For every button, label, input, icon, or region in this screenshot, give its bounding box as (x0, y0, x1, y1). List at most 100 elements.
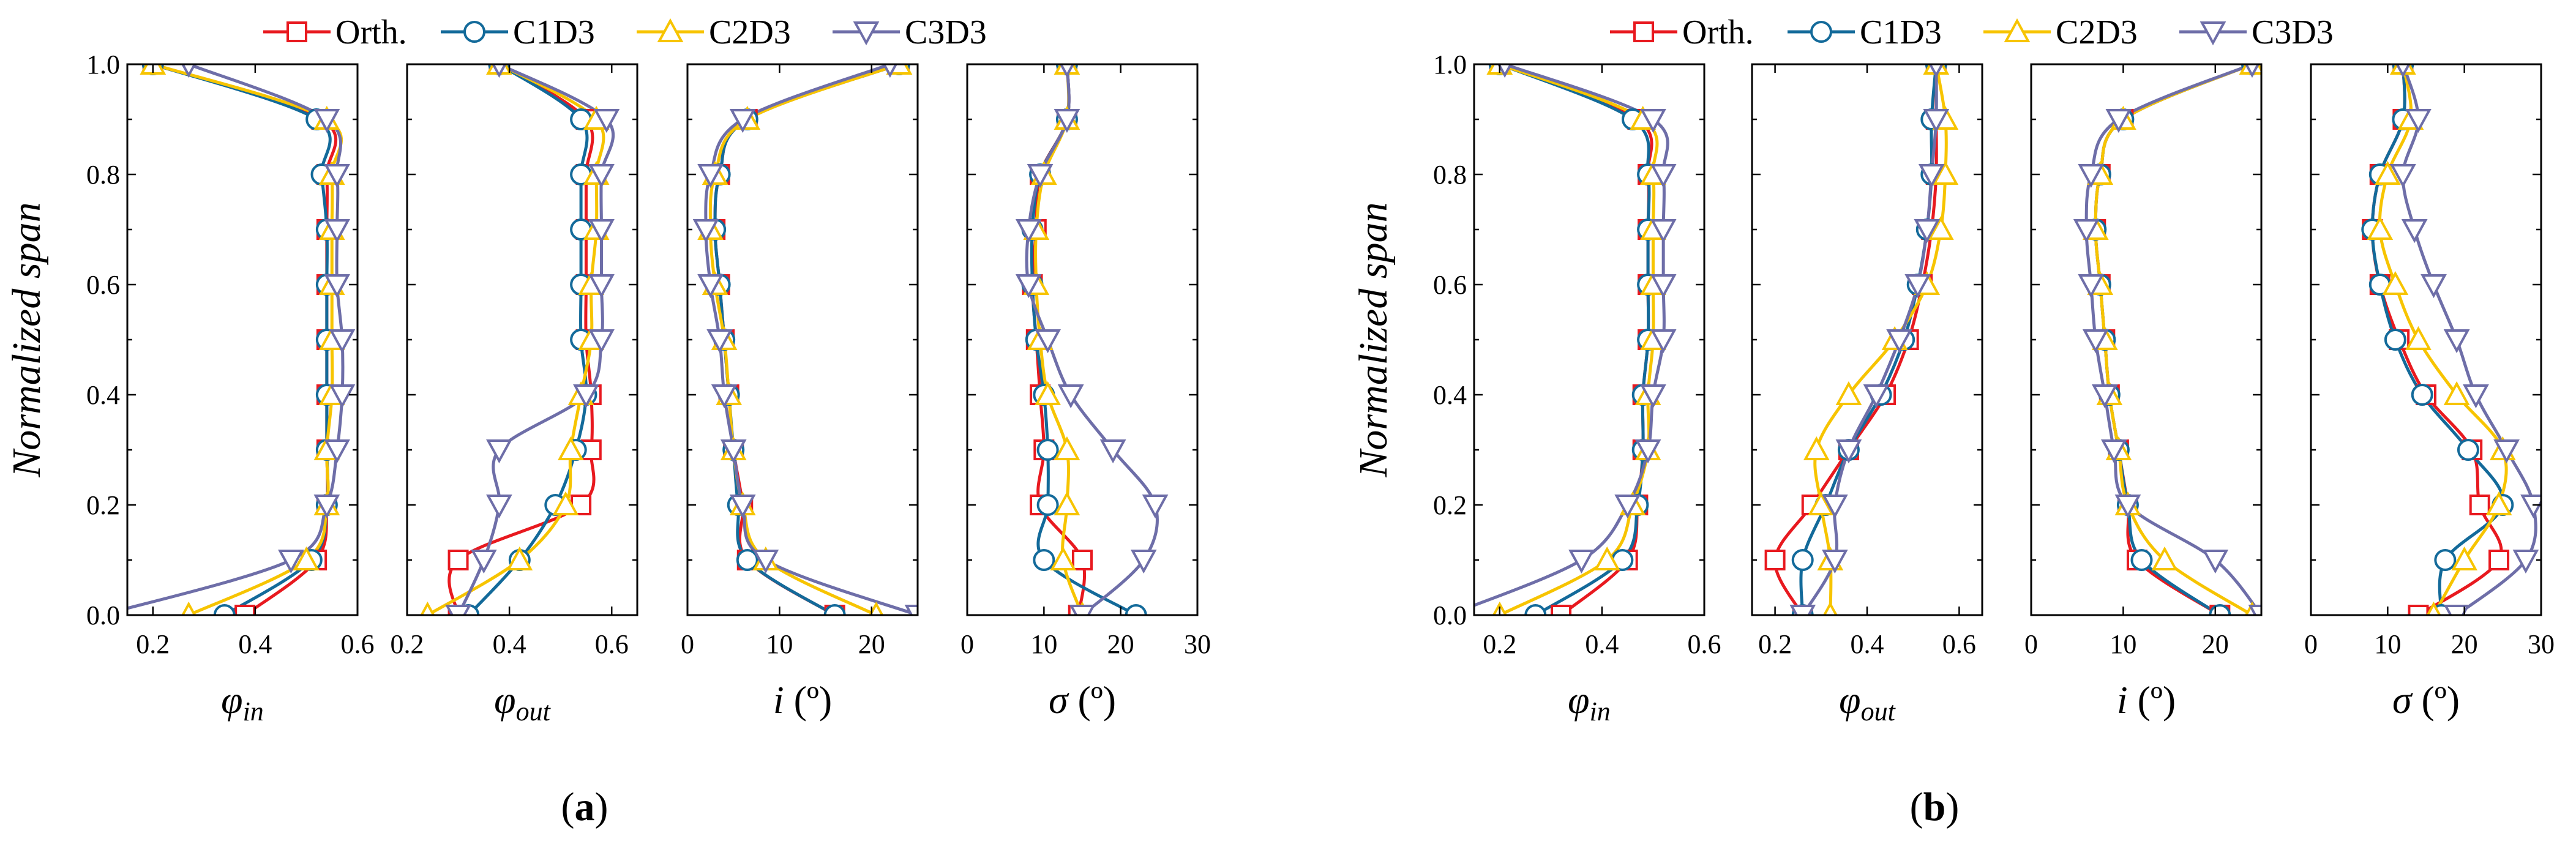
data-point-orth (2408, 605, 2429, 615)
data-point-c1d3 (2411, 384, 2433, 406)
y-tick-label: 0.8 (86, 160, 120, 190)
data-point-c1d3 (1033, 549, 1055, 571)
data-point-c2d3 (2451, 546, 2478, 570)
legend-label: Orth. (335, 13, 407, 51)
legend-label: C2D3 (2056, 13, 2138, 51)
x-tick-label: 30 (1184, 629, 1211, 659)
data-point-c3d3 (1904, 274, 1931, 299)
panel-b-1: 0.0 0.2 0.4 0.6 0.8 1.0 0.2 0.4 0.6 φin (1433, 50, 1721, 726)
panel-frame (2310, 63, 2542, 616)
data-point-c3d3 (697, 274, 724, 299)
x-tick-label: 10 (766, 629, 793, 659)
panel-frame (1751, 63, 1983, 616)
legend-marker (1810, 21, 1832, 43)
panel-frame (966, 63, 1199, 616)
data-point-c3d3 (324, 164, 350, 189)
x-axis-label-4: σ (º) (1049, 678, 1116, 722)
data-point-c1d3 (2384, 329, 2406, 351)
data-point-c1d3 (2434, 549, 2457, 571)
data-point-c3d3 (573, 384, 599, 409)
series-line-orth (713, 64, 900, 615)
x-axis-label-1: φin (221, 678, 264, 726)
data-point-c3d3 (706, 329, 733, 354)
data-point-c3d3 (1099, 439, 1126, 464)
data-point-c3d3 (2091, 384, 2118, 409)
y-tick-label: 1.0 (86, 50, 120, 80)
y-tick-label: 0.4 (86, 380, 120, 410)
data-point-c1d3 (823, 604, 846, 615)
y-tick-label: 0.2 (1433, 490, 1467, 520)
data-point-c3d3 (2493, 439, 2520, 464)
legend-item-c3d3: C3D3 (833, 13, 987, 51)
data-point-c3d3 (1914, 219, 1941, 244)
legend-item-orth: Orth. (263, 13, 407, 51)
data-point-c1d3 (1036, 439, 1059, 461)
x-tick-label: 20 (2451, 629, 2478, 659)
data-point-c3d3 (1923, 109, 1950, 133)
x-tick-label: 20 (1107, 629, 1134, 659)
legend-b: Orth. C1D3 C2D3 C3D3 (1610, 13, 2334, 51)
data-point-c3d3 (720, 439, 747, 464)
data-point-c3d3 (2202, 550, 2229, 574)
data-point-c3d3 (2078, 164, 2105, 189)
data-point-c3d3 (2512, 550, 2539, 574)
data-point-orth (1072, 550, 1093, 570)
x-tick-label: 0 (960, 629, 974, 659)
data-point-c3d3 (1835, 439, 1862, 464)
y-tick-label: 0.0 (1433, 600, 1467, 630)
x-tick-label: 0.2 (1758, 629, 1792, 659)
legend-item-orth: Orth. (1610, 13, 1754, 51)
data-point-c2d3 (552, 491, 579, 515)
data-point-c3d3 (324, 219, 350, 244)
data-point-c3d3 (2401, 219, 2428, 244)
data-point-orth (2488, 550, 2510, 570)
data-point-c3d3 (1918, 164, 1945, 189)
data-point-orth (1551, 605, 1572, 615)
data-point-c1d3 (736, 549, 758, 571)
data-point-c1d3 (1791, 549, 1814, 571)
panel-a-2: 0.2 0.4 0.6 φout (391, 63, 638, 726)
x-axis-label-4: σ (º) (2392, 678, 2460, 722)
data-point-c3d3 (1035, 329, 1061, 354)
data-point-c2d3 (1593, 546, 1620, 570)
y-axis-label-a: Normalized span (4, 202, 49, 477)
x-tick-label: 0 (681, 629, 694, 659)
panel-b-2: 0.2 0.4 0.6 φout (1751, 63, 1983, 726)
data-point-c3d3 (2443, 329, 2470, 354)
data-point-c3d3 (1057, 384, 1084, 409)
data-point-c2d3 (1927, 215, 1954, 240)
data-point-c3d3 (278, 550, 304, 574)
data-point-c3d3 (1015, 219, 1042, 244)
legend-label: C3D3 (905, 13, 987, 51)
data-point-c3d3 (445, 605, 471, 615)
data-point-c3d3 (2421, 274, 2447, 299)
data-point-c3d3 (1130, 550, 1157, 574)
data-point-c2d3 (1932, 160, 1959, 185)
x-tick-label: 20 (2202, 629, 2229, 659)
panel-frame (2030, 63, 2263, 616)
data-point-c3d3 (1027, 164, 1054, 189)
subfigure-a: 0.0 0.2 0.4 0.6 0.8 1.0 0.2 0.4 0.6 φin 0.2 0.4 0.6 φ… (86, 50, 1211, 726)
data-point-c3d3 (588, 329, 615, 354)
data-point-c3d3 (329, 384, 356, 409)
data-point-c3d3 (1634, 439, 1661, 464)
data-point-c2d3 (1808, 491, 1835, 515)
data-point-c1d3 (1036, 494, 1059, 516)
series-line-c1d3 (2094, 64, 2253, 615)
legend-item-c2d3: C2D3 (1983, 13, 2138, 51)
y-tick-label: 1.0 (1433, 50, 1467, 80)
data-point-c2d3 (1835, 381, 1862, 405)
series-line-orth (2094, 64, 2253, 615)
data-point-c3d3 (1886, 329, 1913, 354)
x-tick-label: 0.2 (1483, 629, 1516, 659)
y-axis-label-b: Normalized span (1351, 202, 1396, 477)
legend-marker (463, 21, 485, 43)
x-axis-label-3: i (º) (773, 678, 832, 722)
x-tick-label: 0.4 (1585, 629, 1619, 659)
data-point-c3d3 (1821, 495, 1848, 519)
data-point-c1d3 (1524, 604, 1547, 615)
x-axis-label-1: φin (1568, 678, 1611, 726)
x-tick-label: 10 (2374, 629, 2401, 659)
x-tick-label: 0.4 (1851, 629, 1884, 659)
